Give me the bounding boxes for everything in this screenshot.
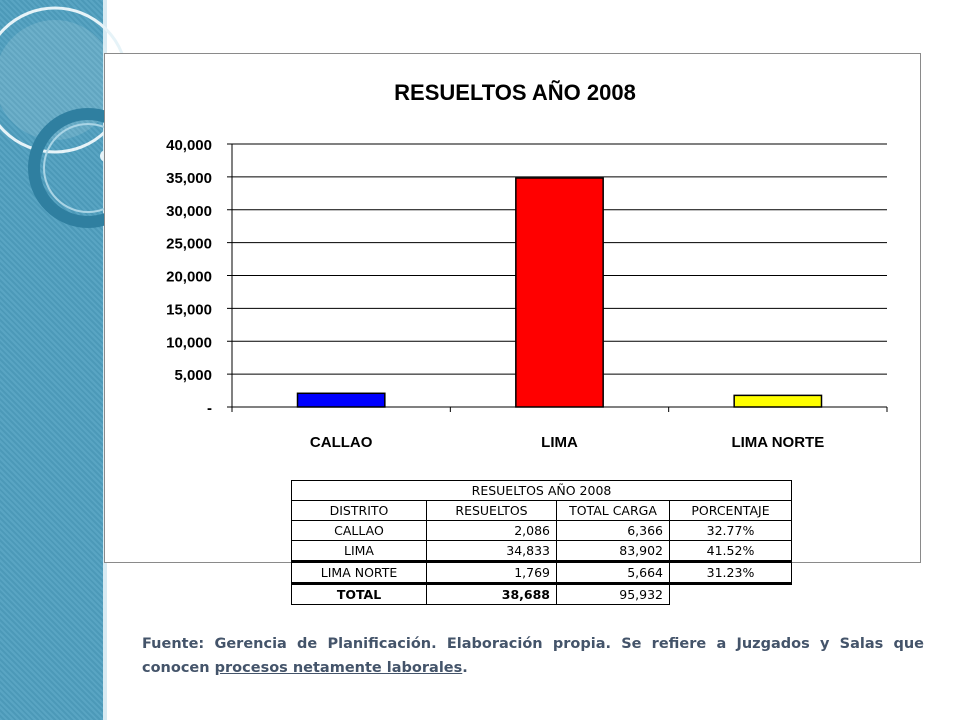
y-tick-label: 5,000 — [174, 367, 212, 384]
x-tick-label: CALLAO — [310, 434, 373, 451]
y-tick-label: 35,000 — [166, 170, 212, 187]
cell-distrito: LIMA — [291, 540, 427, 562]
cell-resueltos: 1,769 — [426, 560, 557, 584]
source-suffix: . — [462, 660, 468, 676]
y-tick-label: 10,000 — [166, 334, 212, 351]
table-total-row: TOTAL 38,688 95,932 — [291, 582, 792, 605]
cell-resueltos: 34,833 — [426, 540, 557, 562]
total-label: TOTAL — [291, 582, 427, 605]
bar-lima — [515, 177, 604, 408]
x-tick-label: LIMA — [541, 434, 578, 451]
bar-chart: RESUELTOS AÑO 2008 - 5,000 10,000 15,000 20,… — [166, 80, 888, 451]
cell-distrito: LIMA NORTE — [291, 560, 427, 584]
cell-porcentaje: 41.52% — [669, 540, 792, 562]
source-link[interactable]: procesos netamente laborales — [214, 660, 463, 676]
decor-circle-ring — [28, 108, 140, 228]
x-tick-label: LIMA NORTE — [731, 434, 824, 451]
cell-resueltos: 2,086 — [426, 520, 557, 541]
total-empty-cell — [669, 582, 792, 605]
header-total-carga: TOTAL CARGA — [556, 500, 670, 521]
table-row: LIMA NORTE 1,769 5,664 31.23% — [291, 560, 792, 584]
y-tick-label: 30,000 — [166, 203, 212, 220]
cell-total-carga: 6,366 — [556, 520, 670, 541]
y-tick-label: 15,000 — [166, 301, 212, 318]
cell-porcentaje: 32.77% — [669, 520, 792, 541]
table-title: RESUELTOS AÑO 2008 — [291, 480, 792, 501]
y-tick-label: - — [207, 400, 212, 417]
header-porcentaje: PORCENTAJE — [669, 500, 792, 521]
chart-frame: RESUELTOS AÑO 2008 - 5,000 10,000 15,000 20,… — [104, 53, 921, 563]
y-tick-label: 25,000 — [166, 236, 212, 253]
cell-total-carga: 5,664 — [556, 560, 670, 584]
chart-title: RESUELTOS AÑO 2008 — [394, 80, 636, 105]
cell-porcentaje: 31.23% — [669, 560, 792, 584]
cell-total-carga: 83,902 — [556, 540, 670, 562]
header-resueltos: RESUELTOS — [426, 500, 557, 521]
cell-distrito: CALLAO — [291, 520, 427, 541]
table-row: CALLAO 2,086 6,366 32.77% — [291, 520, 792, 541]
source-text: Fuente: Gerencia de Planificación. Elabo… — [142, 636, 924, 676]
results-table: RESUELTOS AÑO 2008 DISTRITO RESUELTOS TO… — [291, 480, 792, 605]
header-distrito: DISTRITO — [291, 500, 427, 521]
bar-callao — [296, 392, 386, 408]
decorative-circles — [0, 6, 140, 228]
y-tick-label: 20,000 — [166, 269, 212, 286]
total-resueltos: 38,688 — [426, 582, 557, 605]
bar-lima-norte — [733, 394, 823, 408]
y-tick-label: 40,000 — [166, 137, 212, 154]
source-note: Fuente: Gerencia de Planificación. Elabo… — [142, 632, 924, 680]
table-row: LIMA 34,833 83,902 41.52% — [291, 540, 792, 562]
total-carga: 95,932 — [556, 582, 670, 605]
